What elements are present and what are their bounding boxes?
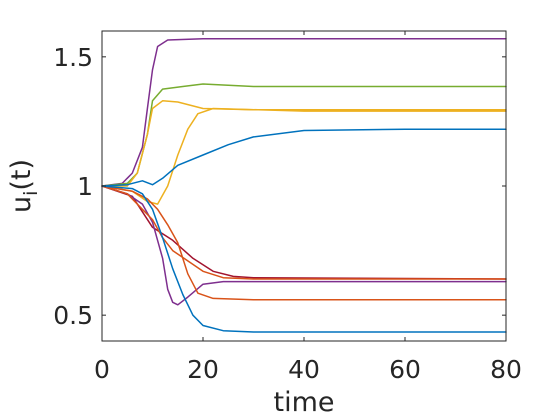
y-axis-title-subscript: i: [20, 191, 42, 196]
x-tick-label: 60: [389, 355, 421, 384]
series-line-4: [101, 107, 507, 205]
x-axis-title: time: [273, 387, 334, 418]
y-axis-title: ui(t): [6, 159, 42, 213]
plot-frame: [101, 30, 507, 342]
series-line-5: [101, 128, 507, 187]
x-tick-label: 0: [94, 355, 110, 384]
series-line-10: [101, 185, 507, 333]
x-tick-label: 80: [490, 355, 522, 384]
y-tick-label: 1.5: [53, 43, 93, 72]
series-group: [101, 38, 507, 333]
y-tick-label: 1: [77, 172, 93, 201]
series-line-8: [101, 185, 507, 280]
y-tick-label: 0.5: [53, 301, 93, 330]
x-tick-label: 20: [187, 355, 219, 384]
series-line-7: [101, 185, 507, 306]
tick-group: 0 20 40 60 80 0.5 1 1.5: [53, 31, 522, 384]
x-tick-label: 40: [288, 355, 320, 384]
y-axis-title-suffix: (t): [6, 159, 37, 191]
series-line-3: [101, 100, 507, 187]
series-line-2: [101, 83, 507, 187]
series-line-1: [101, 38, 507, 187]
series-line-9: [101, 185, 507, 301]
series-line-6: [101, 185, 507, 280]
y-axis-title-main: u: [6, 196, 37, 213]
